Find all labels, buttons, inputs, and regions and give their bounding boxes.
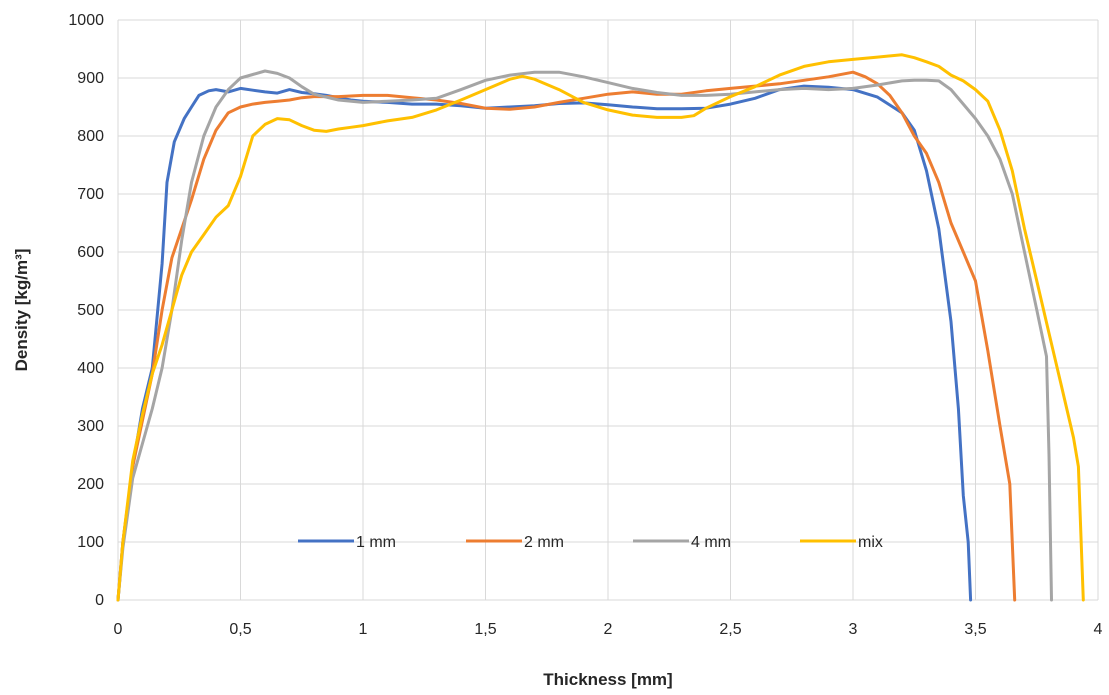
x-tick-label: 3 bbox=[849, 621, 858, 638]
x-tick-label: 1 bbox=[359, 621, 368, 638]
legend-label: 2 mm bbox=[524, 534, 564, 551]
y-tick-label: 300 bbox=[77, 418, 104, 435]
y-tick-label: 100 bbox=[77, 534, 104, 551]
y-tick-label: 400 bbox=[77, 360, 104, 377]
grid-lines bbox=[117, 19, 1099, 601]
x-tick-label: 4 bbox=[1094, 621, 1103, 638]
legend: 1 mm 2 mm 4 mm mix bbox=[298, 534, 883, 551]
y-tick-label: 200 bbox=[77, 476, 104, 493]
x-tick-label: 1,5 bbox=[474, 621, 496, 638]
series-line-1-mm bbox=[116, 84, 973, 602]
y-axis-ticks: 0 100 200 300 400 500 600 700 800 900 1000 bbox=[68, 12, 104, 609]
y-tick-label: 600 bbox=[77, 244, 104, 261]
legend-label: mix bbox=[858, 534, 883, 551]
x-tick-label: 0 bbox=[114, 621, 123, 638]
y-tick-label: 900 bbox=[77, 70, 104, 87]
x-tick-label: 2 bbox=[604, 621, 613, 638]
y-tick-label: 500 bbox=[77, 302, 104, 319]
legend-label: 1 mm bbox=[356, 534, 396, 551]
y-tick-label: 1000 bbox=[68, 12, 104, 29]
y-tick-label: 800 bbox=[77, 128, 104, 145]
x-tick-label: 3,5 bbox=[964, 621, 986, 638]
series-line-2-mm bbox=[116, 70, 1017, 602]
y-tick-label: 700 bbox=[77, 186, 104, 203]
x-tick-label: 2,5 bbox=[719, 621, 741, 638]
x-axis-title: Thickness [mm] bbox=[543, 670, 672, 689]
y-axis-title: Density [kg/m³] bbox=[12, 249, 31, 372]
series-lines bbox=[116, 53, 1085, 602]
x-tick-label: 0,5 bbox=[229, 621, 251, 638]
y-tick-label: 0 bbox=[95, 592, 104, 609]
series-line-4-mm bbox=[116, 69, 1053, 602]
legend-label: 4 mm bbox=[691, 534, 731, 551]
x-axis-ticks: 0 0,5 1 1,5 2 2,5 3 3,5 4 bbox=[114, 621, 1103, 638]
series-line-mix bbox=[116, 53, 1085, 602]
